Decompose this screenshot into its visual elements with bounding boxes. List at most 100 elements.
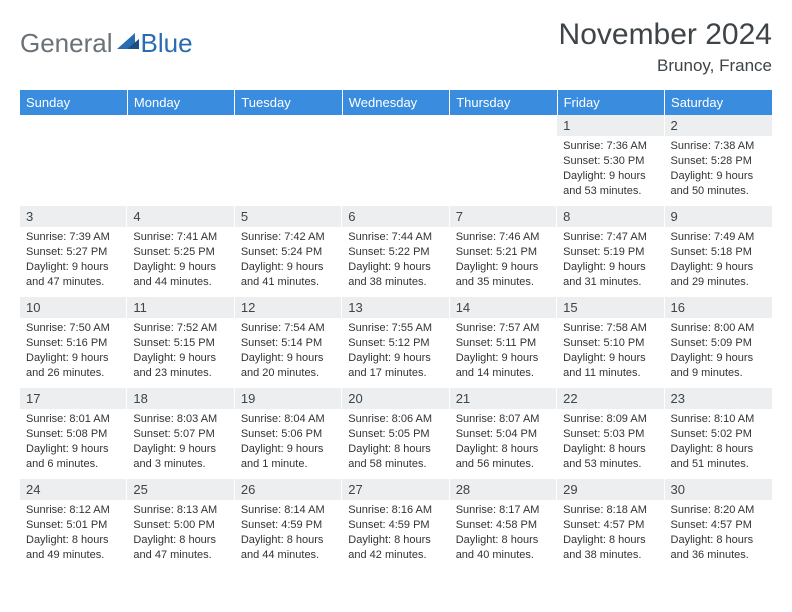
day-body: Sunrise: 7:44 AMSunset: 5:22 PMDaylight:… [342, 227, 449, 293]
calendar-cell: 18Sunrise: 8:03 AMSunset: 5:07 PMDayligh… [127, 388, 234, 479]
sunrise-text: Sunrise: 7:57 AM [456, 321, 551, 336]
daylight-text: Daylight: 9 hours and 53 minutes. [563, 169, 658, 199]
header: General Blue November 2024 Brunoy, Franc… [20, 18, 772, 76]
calendar-cell: 7Sunrise: 7:46 AMSunset: 5:21 PMDaylight… [450, 206, 557, 297]
calendar-cell: 12Sunrise: 7:54 AMSunset: 5:14 PMDayligh… [235, 297, 342, 388]
daylight-text: Daylight: 9 hours and 38 minutes. [348, 260, 443, 290]
day-number: 18 [127, 388, 234, 409]
calendar-cell: 19Sunrise: 8:04 AMSunset: 5:06 PMDayligh… [235, 388, 342, 479]
daylight-text: Daylight: 8 hours and 53 minutes. [563, 442, 658, 472]
day-number: 8 [557, 206, 664, 227]
day-body: Sunrise: 8:00 AMSunset: 5:09 PMDaylight:… [665, 318, 772, 384]
sunset-text: Sunset: 4:57 PM [671, 518, 766, 533]
day-number [235, 115, 342, 136]
day-body: Sunrise: 8:09 AMSunset: 5:03 PMDaylight:… [557, 409, 664, 475]
sunrise-text: Sunrise: 7:58 AM [563, 321, 658, 336]
calendar-cell: 22Sunrise: 8:09 AMSunset: 5:03 PMDayligh… [557, 388, 664, 479]
weekday-header-row: Sunday Monday Tuesday Wednesday Thursday… [20, 90, 772, 115]
daylight-text: Daylight: 9 hours and 20 minutes. [241, 351, 336, 381]
day-body: Sunrise: 8:06 AMSunset: 5:05 PMDaylight:… [342, 409, 449, 475]
daylight-text: Daylight: 8 hours and 36 minutes. [671, 533, 766, 563]
calendar-cell: 27Sunrise: 8:16 AMSunset: 4:59 PMDayligh… [342, 479, 449, 570]
day-number: 15 [557, 297, 664, 318]
weekday-header: Tuesday [235, 90, 342, 115]
calendar-cell: 4Sunrise: 7:41 AMSunset: 5:25 PMDaylight… [127, 206, 234, 297]
sunset-text: Sunset: 5:02 PM [671, 427, 766, 442]
day-body: Sunrise: 8:20 AMSunset: 4:57 PMDaylight:… [665, 500, 772, 566]
day-body: Sunrise: 7:54 AMSunset: 5:14 PMDaylight:… [235, 318, 342, 384]
sunrise-text: Sunrise: 7:47 AM [563, 230, 658, 245]
sunrise-text: Sunrise: 8:18 AM [563, 503, 658, 518]
daylight-text: Daylight: 9 hours and 50 minutes. [671, 169, 766, 199]
sunset-text: Sunset: 5:08 PM [26, 427, 121, 442]
sunrise-text: Sunrise: 7:50 AM [26, 321, 121, 336]
day-number [342, 115, 449, 136]
sunset-text: Sunset: 5:11 PM [456, 336, 551, 351]
calendar-cell: 28Sunrise: 8:17 AMSunset: 4:58 PMDayligh… [450, 479, 557, 570]
weekday-header: Wednesday [342, 90, 449, 115]
calendar-cell: 8 Sunrise: 7:47 AMSunset: 5:19 PMDaylight… [557, 206, 664, 297]
day-number: 21 [450, 388, 557, 409]
sunrise-text: Sunrise: 7:54 AM [241, 321, 336, 336]
sunrise-text: Sunrise: 7:46 AM [456, 230, 551, 245]
day-number: 4 [127, 206, 234, 227]
sunset-text: Sunset: 5:25 PM [133, 245, 228, 260]
daylight-text: Daylight: 8 hours and 58 minutes. [348, 442, 443, 472]
sunrise-text: Sunrise: 8:17 AM [456, 503, 551, 518]
sunset-text: Sunset: 5:28 PM [671, 154, 766, 169]
sunrise-text: Sunrise: 7:41 AM [133, 230, 228, 245]
day-number: 2 [665, 115, 772, 136]
day-number: 17 [20, 388, 127, 409]
sunrise-text: Sunrise: 7:44 AM [348, 230, 443, 245]
logo-text-blue: Blue [141, 28, 193, 59]
daylight-text: Daylight: 9 hours and 31 minutes. [563, 260, 658, 290]
logo: General Blue [20, 28, 193, 59]
daylight-text: Daylight: 8 hours and 51 minutes. [671, 442, 766, 472]
calendar-cell: 10Sunrise: 7:50 AMSunset: 5:16 PMDayligh… [20, 297, 127, 388]
day-number: 26 [235, 479, 342, 500]
day-body: Sunrise: 7:39 AMSunset: 5:27 PMDaylight:… [20, 227, 127, 293]
sunrise-text: Sunrise: 8:03 AM [133, 412, 228, 427]
sunset-text: Sunset: 4:59 PM [241, 518, 336, 533]
calendar-cell: 15Sunrise: 7:58 AMSunset: 5:10 PMDayligh… [557, 297, 664, 388]
day-number: 29 [557, 479, 664, 500]
day-number: 28 [450, 479, 557, 500]
daylight-text: Daylight: 9 hours and 41 minutes. [241, 260, 336, 290]
day-body: Sunrise: 8:01 AMSunset: 5:08 PMDaylight:… [20, 409, 127, 475]
daylight-text: Daylight: 9 hours and 3 minutes. [133, 442, 228, 472]
calendar-cell: 3Sunrise: 7:39 AMSunset: 5:27 PMDaylight… [20, 206, 127, 297]
day-number: 10 [20, 297, 127, 318]
sunrise-text: Sunrise: 8:12 AM [26, 503, 121, 518]
daylight-text: Daylight: 9 hours and 29 minutes. [671, 260, 766, 290]
logo-sail-icon [117, 31, 139, 56]
day-number: 13 [342, 297, 449, 318]
day-number: 23 [665, 388, 772, 409]
day-body: Sunrise: 8:07 AMSunset: 5:04 PMDaylight:… [450, 409, 557, 475]
day-number: 19 [235, 388, 342, 409]
calendar-row: 1Sunrise: 7:36 AMSunset: 5:30 PMDaylight… [20, 115, 772, 206]
sunset-text: Sunset: 5:05 PM [348, 427, 443, 442]
sunset-text: Sunset: 5:19 PM [563, 245, 658, 260]
daylight-text: Daylight: 9 hours and 6 minutes. [26, 442, 121, 472]
sunset-text: Sunset: 5:06 PM [241, 427, 336, 442]
sunrise-text: Sunrise: 8:13 AM [133, 503, 228, 518]
sunrise-text: Sunrise: 8:16 AM [348, 503, 443, 518]
sunrise-text: Sunrise: 7:42 AM [241, 230, 336, 245]
day-body: Sunrise: 8:16 AMSunset: 4:59 PMDaylight:… [342, 500, 449, 566]
sunset-text: Sunset: 5:22 PM [348, 245, 443, 260]
day-number [127, 115, 234, 136]
daylight-text: Daylight: 9 hours and 23 minutes. [133, 351, 228, 381]
daylight-text: Daylight: 9 hours and 47 minutes. [26, 260, 121, 290]
sunrise-text: Sunrise: 8:07 AM [456, 412, 551, 427]
calendar-cell: 2Sunrise: 7:38 AMSunset: 5:28 PMDaylight… [665, 115, 772, 206]
logo-text-general: General [20, 28, 113, 59]
day-body: Sunrise: 7:52 AMSunset: 5:15 PMDaylight:… [127, 318, 234, 384]
daylight-text: Daylight: 9 hours and 11 minutes. [563, 351, 658, 381]
calendar-table: Sunday Monday Tuesday Wednesday Thursday… [20, 90, 772, 570]
calendar-cell [20, 115, 127, 206]
day-body: Sunrise: 8:04 AMSunset: 5:06 PMDaylight:… [235, 409, 342, 475]
sunrise-text: Sunrise: 8:09 AM [563, 412, 658, 427]
daylight-text: Daylight: 9 hours and 1 minute. [241, 442, 336, 472]
sunrise-text: Sunrise: 7:36 AM [563, 139, 658, 154]
weekday-header: Saturday [665, 90, 772, 115]
